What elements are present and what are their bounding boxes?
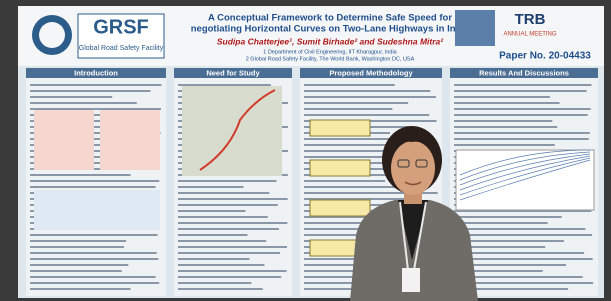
text-line (178, 198, 288, 200)
text-line (178, 192, 269, 194)
affiliation: 1 Department of Civil Engineering, IIT K… (263, 49, 397, 55)
text-line (454, 228, 585, 230)
map-figure (182, 86, 282, 176)
text-line (454, 216, 562, 218)
text-line (30, 270, 122, 272)
text-line (30, 252, 157, 254)
text-line (178, 222, 287, 224)
text-line (454, 102, 560, 104)
section-heading: Proposed Methodology (329, 68, 413, 77)
text-line (178, 204, 278, 206)
text-line (30, 276, 156, 278)
text-line (178, 84, 271, 86)
flow-box (310, 200, 370, 216)
text-line (30, 174, 131, 176)
text-line (178, 264, 264, 266)
text-line (454, 144, 555, 146)
text-line (454, 234, 592, 236)
text-line (30, 264, 128, 266)
text-line (304, 96, 436, 98)
text-line (304, 108, 392, 110)
text-line (454, 126, 557, 128)
institute-logo-inner (39, 22, 65, 48)
conference-photo (455, 10, 495, 46)
text-line (178, 186, 243, 188)
illustration (100, 110, 160, 170)
text-line (30, 186, 156, 188)
section-heading: Need for Study (206, 68, 260, 77)
trb-logo: TRB (515, 11, 546, 28)
text-line (304, 180, 385, 182)
section-heading: Results And Discussions (479, 68, 569, 77)
text-line (30, 96, 112, 98)
illustration (34, 110, 94, 170)
text-line (454, 138, 589, 140)
face (391, 141, 435, 195)
text-line (454, 84, 591, 86)
text-line (30, 258, 158, 260)
text-line (304, 102, 408, 104)
text-line (178, 270, 287, 272)
text-line (304, 90, 430, 92)
trb-subtitle: ANNUAL MEETING (503, 32, 556, 38)
paper-number: Paper No. 20-04433 (499, 51, 591, 62)
illustration (34, 190, 160, 230)
text-line (304, 114, 429, 116)
text-line (454, 114, 588, 116)
text-line (454, 222, 548, 224)
text-line (454, 108, 591, 110)
text-line (304, 84, 395, 86)
text-line (178, 288, 263, 290)
text-line (30, 246, 124, 248)
text-line (178, 246, 287, 248)
text-line (30, 288, 130, 290)
text-line (178, 210, 245, 212)
text-line (454, 252, 584, 254)
text-line (178, 252, 280, 254)
text-line (30, 180, 159, 182)
title-line: A Conceptual Framework to Determine Safe… (208, 13, 452, 24)
logo: GRSF (93, 16, 149, 38)
text-line (178, 258, 249, 260)
flow-box (310, 160, 370, 176)
photo: GRSF Global Road Safety Facility A Conce… (0, 0, 611, 301)
poster-columns: Introduction Need for Study Proposed Metho… (26, 68, 598, 296)
section-heading: Introduction (74, 68, 118, 77)
text-line (454, 90, 587, 92)
text-line (178, 276, 281, 278)
flow-box (310, 120, 370, 136)
badge (402, 268, 420, 292)
text-line (178, 234, 247, 236)
text-line (178, 228, 279, 230)
text-line (30, 84, 161, 86)
text-line (178, 240, 266, 242)
text-line (30, 102, 137, 104)
text-line (30, 108, 161, 110)
affiliation: 2 Global Road Safety Facility, The World… (246, 56, 415, 62)
text-line (454, 120, 552, 122)
text-line (454, 258, 593, 260)
authors: Sudipa Chatterjee¹, Sumit Birhade² and S… (217, 36, 444, 46)
text-line (178, 180, 277, 182)
text-line (30, 90, 151, 92)
title-line: negotiating Horizontal Curves on Two-Lan… (191, 24, 470, 35)
logo-subtitle: Global Road Safety Facility (79, 45, 164, 52)
text-line (178, 282, 251, 284)
text-line (454, 96, 550, 98)
text-line (30, 240, 126, 242)
text-line (30, 282, 159, 284)
text-line (178, 216, 268, 218)
text-line (30, 234, 158, 236)
text-line (454, 132, 590, 134)
text-line (304, 156, 388, 158)
